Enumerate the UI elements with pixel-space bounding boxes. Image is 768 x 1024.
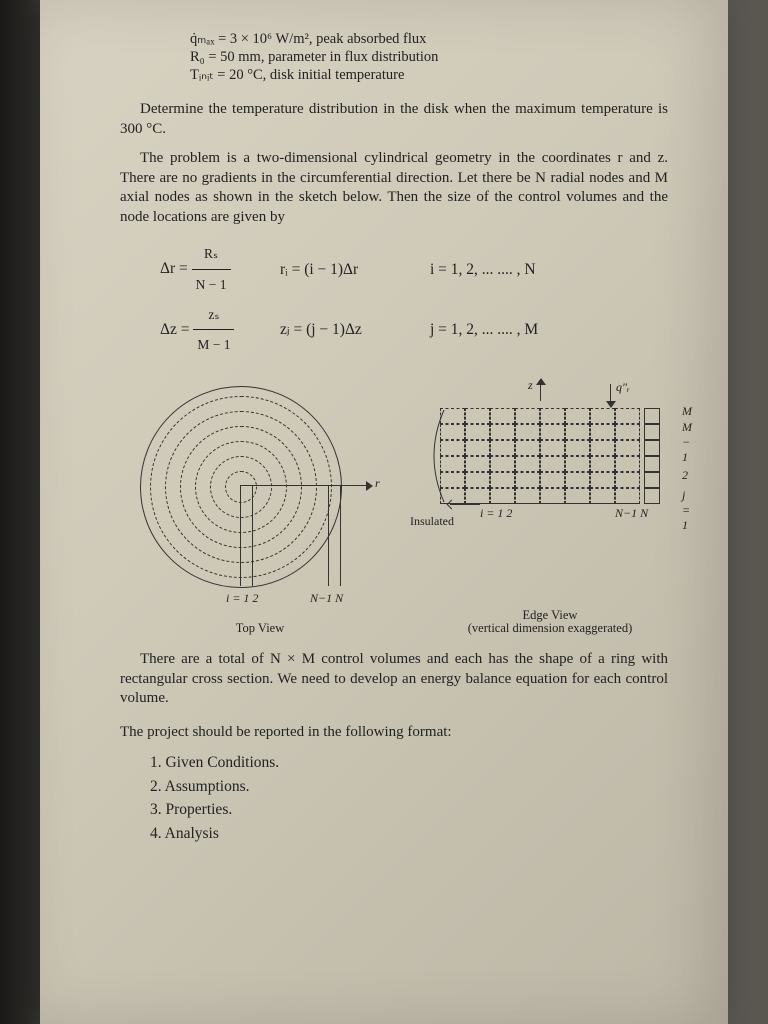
ri-expr: rᵢ = (i − 1)Δr — [280, 253, 430, 287]
i-labels-top: i = 1 2 — [226, 591, 258, 606]
insulated-label: Insulated — [410, 514, 454, 529]
page: q̇ₘₐₓ = 3 × 10⁶ W/m², peak absorbed flux… — [40, 0, 728, 1024]
list-item-2: 2. Assumptions. — [150, 776, 668, 798]
dr-lhs: Δr = — [160, 260, 188, 277]
list-item-1: 1. Given Conditions. — [150, 752, 668, 774]
list-item-3: 3. Properties. — [150, 799, 668, 821]
paragraph-control-volumes: There are a total of N × M control volum… — [120, 650, 668, 709]
qr-label: q″ᵣ — [616, 380, 630, 395]
param-tinit: Tᵢₙᵢₜ = 20 °C, disk initial temperature — [190, 66, 668, 84]
paragraph-problem: The problem is a two-dimensional cylindr… — [120, 149, 668, 227]
top-view: r i = 1 2 N−1 N — [140, 386, 370, 596]
r-axis-label-top: r — [375, 476, 380, 491]
zi-expr: zⱼ = (j − 1)Δz — [280, 313, 430, 347]
formula-block: Δr = Rₛ N − 1 rᵢ = (i − 1)Δr i = 1, 2, .… — [160, 239, 668, 360]
z-axis-label: z — [528, 378, 533, 393]
caption-edge-view: Edge View (vertical dimension exaggerate… — [440, 609, 660, 637]
n-labels-edge: N−1 N — [615, 506, 648, 521]
caption-top-view: Top View — [180, 621, 340, 636]
dz-lhs: Δz = — [160, 321, 189, 338]
param-qmax: q̇ₘₐₓ = 3 × 10⁶ W/m², peak absorbed flux — [190, 30, 668, 48]
formula-row-dz: Δz = zₛ M − 1 zⱼ = (j − 1)Δz j = 1, 2, .… — [160, 300, 668, 360]
list-item-4: 4. Analysis — [150, 823, 668, 845]
n-labels-top: N−1 N — [310, 591, 343, 606]
param-ro: R₀ = 50 mm, parameter in flux distributi… — [190, 48, 668, 66]
j1-label: j = 1 — [682, 488, 690, 533]
parameter-block: q̇ₘₐₓ = 3 × 10⁶ W/m², peak absorbed flux… — [190, 30, 668, 84]
format-list: 1. Given Conditions. 2. Assumptions. 3. … — [150, 752, 668, 845]
m-minus1-label: M − 1 — [682, 420, 692, 465]
j2-label: 2 — [682, 468, 688, 483]
m-label: M — [682, 404, 692, 419]
i-range: i = 1, 2, ... .... , N — [430, 253, 610, 287]
dz-frac: zₛ M − 1 — [193, 300, 234, 360]
j-range: j = 1, 2, ... .... , M — [430, 313, 610, 347]
figure-area: r i = 1 2 N−1 N z q″ᵣ — [120, 376, 668, 636]
paragraph-format: The project should be reported in the fo… — [120, 723, 668, 743]
paragraph-determine: Determine the temperature distribution i… — [120, 100, 668, 139]
formula-row-dr: Δr = Rₛ N − 1 rᵢ = (i − 1)Δr i = 1, 2, .… — [160, 239, 668, 299]
dr-frac: Rₛ N − 1 — [192, 239, 231, 299]
i-labels-edge: i = 1 2 — [480, 506, 512, 521]
edge-view: z q″ᵣ — [420, 406, 680, 546]
